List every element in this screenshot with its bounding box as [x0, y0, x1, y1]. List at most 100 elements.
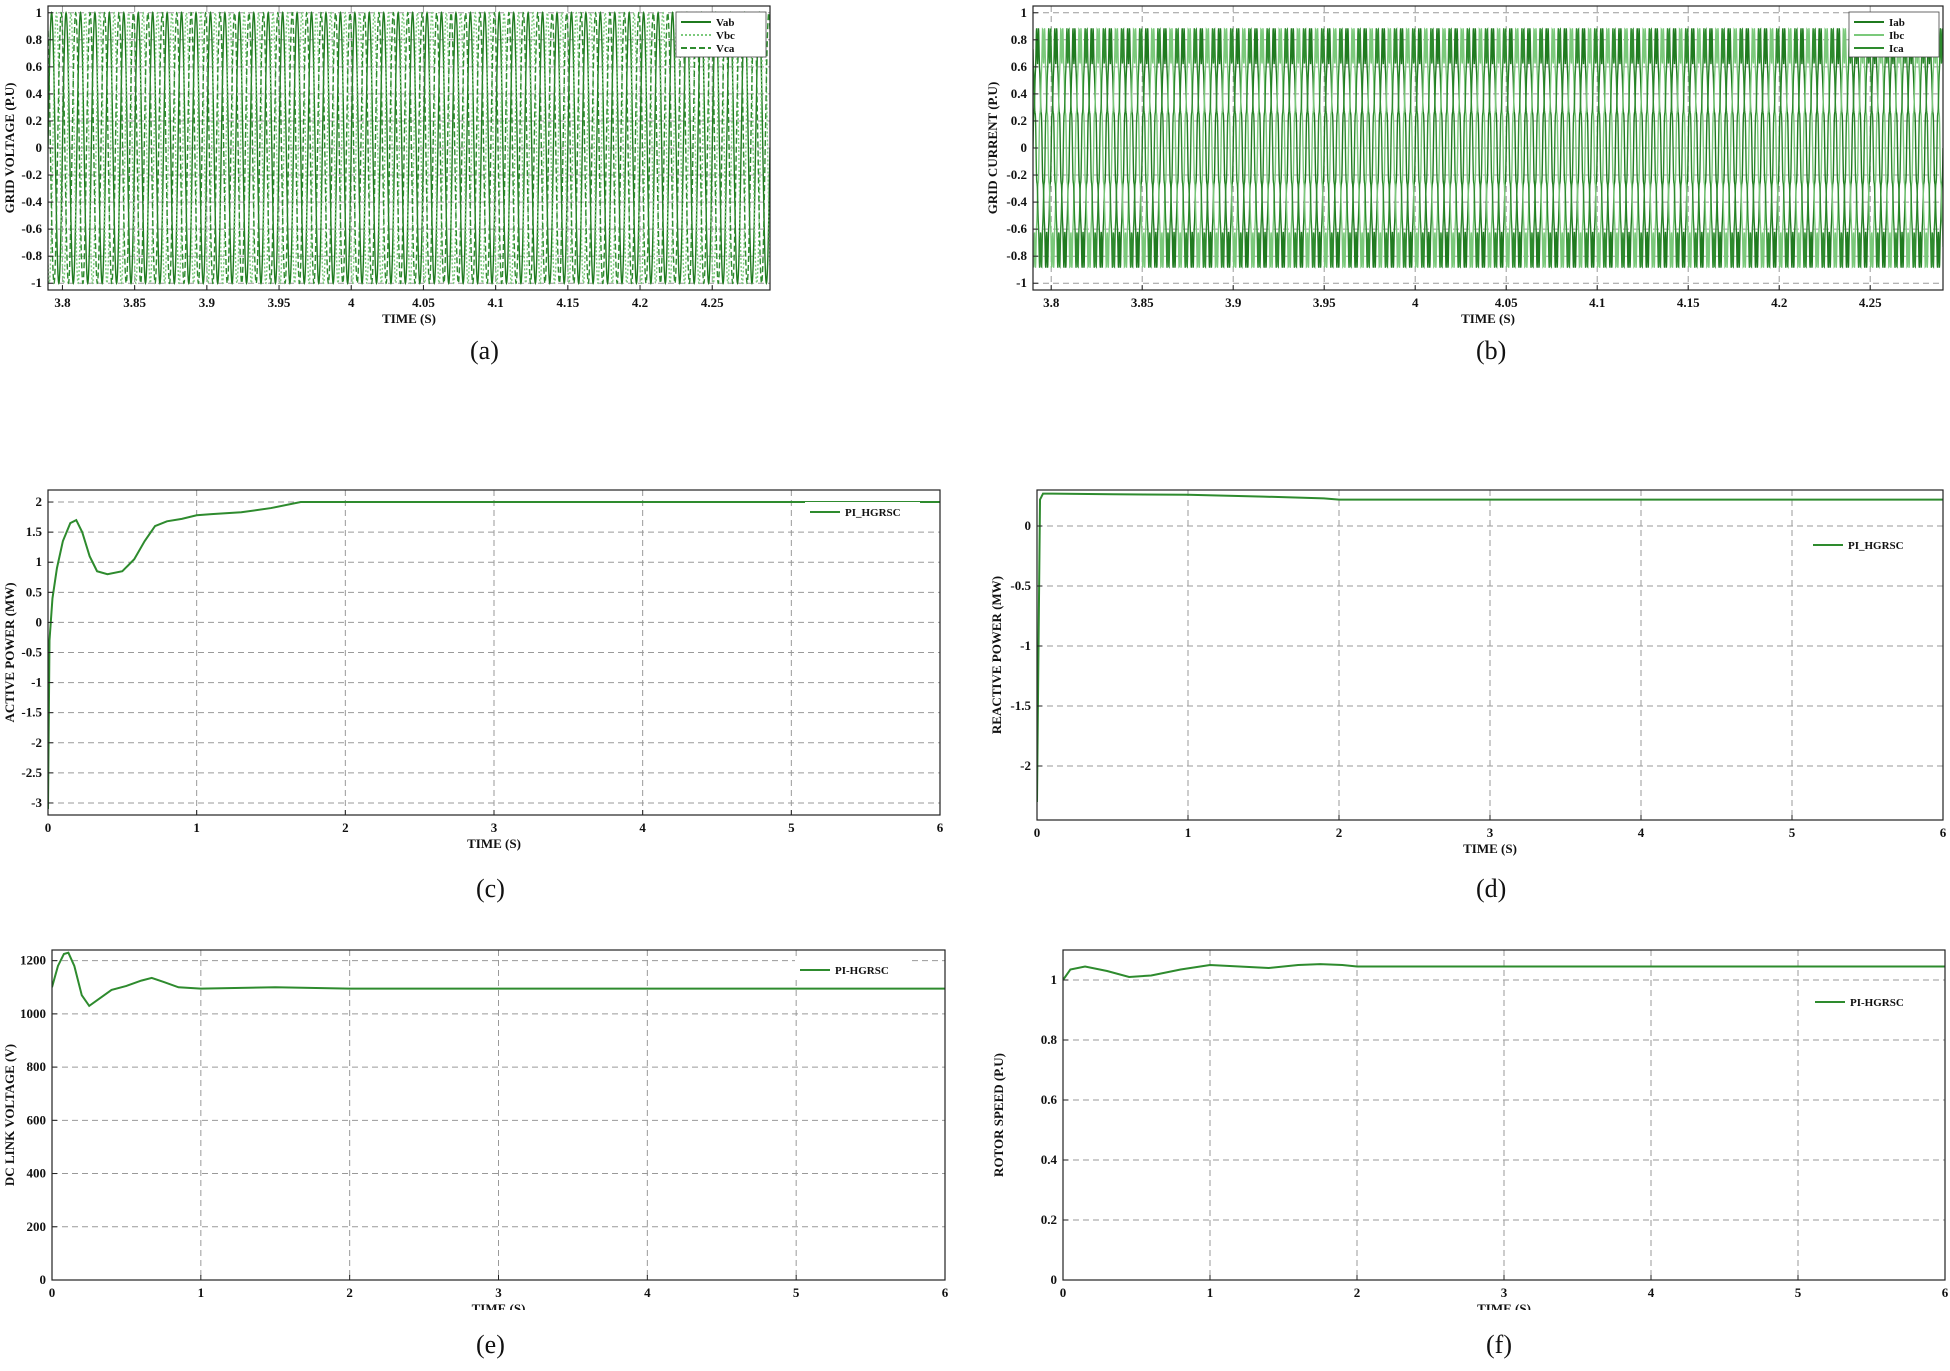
y-tick-label: 1200: [20, 953, 46, 968]
x-axis-label: TIME (S): [1463, 841, 1517, 856]
x-tick-label: 1: [1207, 1285, 1214, 1300]
panel-f: 0 1 2 3 4 5 6 0 0.2 0.4 0.6 0.8 1 TIME (S) ROTOR SPEED…: [975, 940, 1950, 1310]
x-axis-label: TIME (S): [1477, 1301, 1531, 1310]
y-tick-label: -2: [31, 735, 42, 750]
x-tick-label: 3: [1487, 825, 1494, 840]
y-tick-label: 0.4: [1011, 86, 1028, 101]
y-tick-label: 1: [36, 554, 43, 569]
plot-area: [1033, 27, 1943, 269]
y-tick-label: 1000: [20, 1006, 46, 1021]
x-tick-label: 5: [793, 1285, 800, 1300]
y-tick-label: 0: [36, 614, 43, 629]
series-line-pi_hgrsc: [1037, 492, 1943, 803]
x-tick-label: 4.1: [488, 295, 504, 310]
legend: PI-HGRSC: [795, 960, 910, 980]
chart-e: 0 1 2 3 4 5 6 0 200 400 600 800 1000 1200 TIME (S) DC L…: [2, 949, 949, 1310]
panel-a: 3.8 3.85 3.9 3.95 4 4.05 4.1 4.15 4.2 4.25 -1 -0.8-…: [0, 0, 780, 330]
legend-box: [795, 960, 910, 980]
x-tick-label: 4.05: [412, 295, 435, 310]
y-axis-label: ROTOR SPEED (P.U): [991, 1053, 1006, 1177]
caption-d: (d): [1476, 874, 1507, 903]
y-tick-label: 0.6: [1041, 1092, 1058, 1107]
y-tick-label: 0.8: [1041, 1032, 1058, 1047]
x-ticks: 0 1 2 3 4 5 6: [45, 810, 944, 835]
x-tick-label: 6: [1940, 825, 1947, 840]
y-tick-label: -0.5: [1010, 578, 1031, 593]
x-tick-label: 6: [942, 1285, 949, 1300]
y-tick-label: -0.8: [21, 248, 42, 263]
grid: [52, 950, 945, 1280]
y-axis-label: GRID VOLTAGE (P.U): [2, 83, 17, 214]
legend-label: PI_HGRSC: [845, 507, 901, 519]
legend-box: [805, 502, 920, 522]
y-tick-label: 800: [27, 1059, 47, 1074]
x-tick-label: 5: [1795, 1285, 1802, 1300]
x-tick-label: 3.95: [1313, 295, 1336, 310]
y-tick-label: -0.4: [21, 194, 42, 209]
y-tick-label: 0.6: [1011, 59, 1028, 74]
legend-box: [1808, 535, 1923, 555]
x-tick-label: 4: [1648, 1285, 1655, 1300]
x-tick-label: 0: [49, 1285, 56, 1300]
chart-b: 3.8 3.85 3.9 3.95 4 4.05 4.1 4.15 4.2 4.25-1-0.8-…: [985, 5, 1944, 326]
x-axis-label: TIME (S): [467, 836, 521, 851]
legend-label: PI_HGRSC: [1848, 540, 1904, 552]
y-tick-label: -2: [1020, 758, 1031, 773]
panel-e: 0 1 2 3 4 5 6 0 200 400 600 800 1000 1200 TIME (S) DC L…: [0, 940, 955, 1310]
x-tick-label: 2: [346, 1285, 353, 1300]
plot-area: [52, 951, 945, 1008]
y-tick-label: -1: [1020, 638, 1031, 653]
y-tick-label: 0.2: [26, 113, 42, 128]
plot-area: [1037, 492, 1943, 803]
legend-label: PI-HGRSC: [1850, 997, 1904, 1009]
chart-c: 0 1 2 3 4 5 6 -3 -2.5 -2 -1.5 -1 -0.5 0 0.5 1 1.5 2 TIME (…: [2, 489, 944, 851]
y-tick-label: -3: [31, 795, 42, 810]
x-ticks: 0 1 2 3 4 5 6: [1060, 1275, 1949, 1300]
caption-a: (a): [470, 336, 499, 365]
chart-f: 0 1 2 3 4 5 6 0 0.2 0.4 0.6 0.8 1 TIME (S) ROTOR SPEED…: [991, 949, 1949, 1310]
y-tick-label: 0: [1051, 1272, 1058, 1287]
x-tick-label: 3: [1501, 1285, 1508, 1300]
legend-label: Vbc: [716, 30, 735, 42]
legend-label: Ibc: [1889, 30, 1904, 42]
y-tick-label: 0.8: [26, 32, 43, 47]
x-tick-label: 4.15: [556, 295, 579, 310]
x-tick-label: 4.2: [1771, 295, 1787, 310]
x-tick-label: 4.25: [1859, 295, 1882, 310]
y-tick-label: 0: [40, 1272, 47, 1287]
y-tick-label: 0.5: [26, 584, 43, 599]
x-tick-label: 4: [348, 295, 355, 310]
x-tick-label: 3.8: [1043, 295, 1060, 310]
x-ticks: 0 1 2 3 4 5 6: [1034, 815, 1947, 840]
x-tick-label: 4.15: [1677, 295, 1700, 310]
y-tick-label: -1.5: [21, 705, 42, 720]
x-tick-label: 6: [937, 820, 944, 835]
x-tick-label: 0: [45, 820, 52, 835]
y-tick-label: 0: [1021, 140, 1028, 155]
x-tick-label: 5: [788, 820, 795, 835]
series-line-iab: [1033, 28, 1943, 268]
x-tick-label: 4: [644, 1285, 651, 1300]
legend-label: Vab: [716, 17, 735, 29]
chart-a: 3.8 3.85 3.9 3.95 4 4.05 4.1 4.15 4.2 4.25-1-0.8-…: [2, 5, 771, 326]
y-tick-label: -0.6: [1006, 221, 1027, 236]
y-tick-label: -0.4: [1006, 194, 1027, 209]
legend-label: Iab: [1889, 17, 1905, 29]
x-tick-label: 3.85: [1131, 295, 1154, 310]
y-tick-label: -1: [31, 275, 42, 290]
x-tick-label: 3.8: [54, 295, 71, 310]
x-tick-label: 3: [495, 1285, 502, 1300]
y-tick-label: 200: [27, 1219, 47, 1234]
x-tick-label: 3.9: [199, 295, 216, 310]
x-tick-label: 3.95: [268, 295, 291, 310]
y-tick-label: 0: [1025, 518, 1032, 533]
y-tick-label: -0.8: [1006, 248, 1027, 263]
x-tick-label: 2: [1354, 1285, 1361, 1300]
caption-c: (c): [476, 874, 505, 903]
y-ticks: -3 -2.5 -2 -1.5 -1 -0.5 0 0.5 1 1.5 2: [21, 494, 53, 810]
y-tick-label: 0.6: [26, 59, 43, 74]
caption-b: (b): [1476, 336, 1507, 365]
x-tick-label: 3: [491, 820, 498, 835]
series-line-vca: [48, 11, 770, 285]
